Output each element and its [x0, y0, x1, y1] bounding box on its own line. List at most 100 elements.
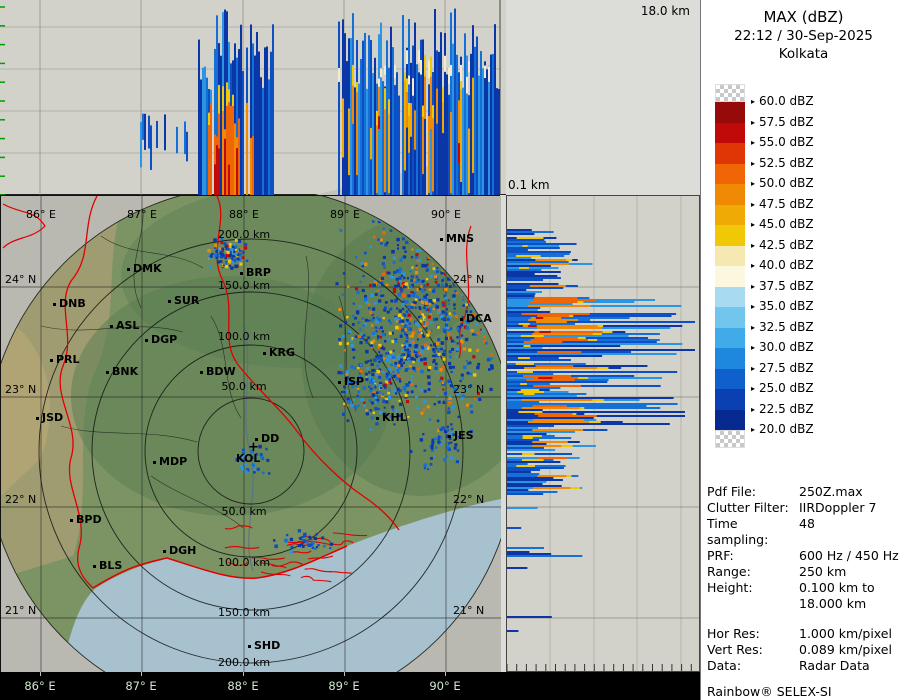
lon-axis-tick — [141, 672, 142, 676]
meta-label: Vert Res: — [707, 642, 763, 657]
meta-value: 1.000 km/pixel — [799, 626, 892, 641]
legend-label: ▸ 35.0 dBZ — [751, 299, 814, 314]
meta-value: 600 Hz / 450 Hz — [799, 548, 899, 563]
meta-row: Time sampling: 48 — [707, 516, 905, 548]
legend-label: ▸ 52.5 dBZ — [751, 156, 814, 171]
legend-arrow-icon: ▸ — [751, 240, 756, 250]
legend-arrow-icon: ▸ — [751, 261, 756, 270]
legend-arrow-icon: ▸ — [751, 363, 756, 373]
ew-profile-plot — [0, 0, 501, 195]
legend-label: ▸ 20.0 dBZ — [751, 422, 814, 437]
legend-arrow-icon: ▸ — [751, 97, 756, 106]
software-name: Rainbow® SELEX-SI — [707, 684, 832, 699]
meta-row: Data: Radar Data — [707, 658, 905, 674]
legend-nodata-swatch — [715, 430, 745, 448]
meta-label: Pdf File: — [707, 484, 756, 499]
legend-arrow-icon: ▸ — [751, 425, 756, 434]
legend-arrow-icon: ▸ — [751, 322, 756, 332]
legend-color-swatch — [715, 368, 745, 389]
ns-profile-plot — [507, 196, 699, 671]
legend-label-text: 30.0 dBZ — [759, 340, 814, 354]
legend-label: ▸ 22.5 dBZ — [751, 402, 814, 417]
meta-value: 0.089 km/pixel — [799, 642, 892, 657]
legend-color-swatch — [715, 184, 745, 205]
legend-label: ▸ 27.5 dBZ — [751, 361, 814, 376]
lon-axis-label: 87° E — [125, 679, 157, 693]
meta-value: 250 km — [799, 564, 847, 579]
legend-label: ▸ 30.0 dBZ — [751, 340, 814, 355]
meta-label: PRF: — [707, 548, 734, 563]
product-datetime: 22:12 / 30-Sep-2025 — [734, 28, 873, 44]
legend-label-text: 22.5 dBZ — [759, 401, 814, 416]
height-axis-corner: 18.0 km 0.1 km — [506, 0, 700, 195]
metadata-block: Pdf File: 250Z.max Clutter Filter: IIRDoppl… — [707, 484, 905, 700]
height-min-label: 0.1 km — [508, 178, 550, 192]
meta-label: Data: — [707, 658, 742, 673]
legend-color-swatch — [715, 286, 745, 307]
legend-color-swatch — [715, 327, 745, 348]
lon-axis-label: 86° E — [24, 679, 56, 693]
lon-axis-label: 88° E — [227, 679, 259, 693]
meta-label: Clutter Filter: — [707, 500, 789, 515]
legend-label-text: 32.5 dBZ — [759, 319, 814, 334]
legend-color-swatch — [715, 225, 745, 246]
radar-station-name: Kolkata — [778, 46, 829, 62]
meta-row: Clutter Filter: IIRDoppler 7 — [707, 500, 905, 516]
meta-row: Hor Res: 1.000 km/pixel — [707, 626, 905, 642]
lon-axis-tick — [243, 672, 244, 676]
meta-label: Hor Res: — [707, 626, 760, 641]
meta-row: Range: 250 km — [707, 564, 905, 580]
product-header: MAX (dBZ) 22:12 / 30-Sep-2025 Kolkata — [701, 8, 906, 63]
meta-row: Height: 0.100 km to 18.000 km — [707, 580, 905, 612]
legend-label: ▸ 40.0 dBZ — [751, 258, 814, 273]
legend-label-text: 37.5 dBZ — [759, 278, 814, 293]
legend-label: ▸ 47.5 dBZ — [751, 197, 814, 212]
meta-label: Range: — [707, 564, 751, 579]
legend-label: ▸ 25.0 dBZ — [751, 381, 814, 396]
legend-color-swatch — [715, 245, 745, 266]
legend-arrow-icon: ▸ — [751, 384, 756, 393]
legend-color-swatch — [715, 409, 745, 430]
meta-row: Pdf File: 250Z.max — [707, 484, 905, 500]
dbz-legend: ▸ 60.0 dBZ ▸ 57.5 dBZ ▸ 55.0 dBZ ▸ 52.5 dBZ ▸ 50.… — [707, 76, 903, 458]
legend-label-text: 40.0 dBZ — [759, 258, 814, 272]
legend-color-swatch — [715, 143, 745, 164]
legend-label-text: 25.0 dBZ — [759, 381, 814, 395]
legend-color-swatch — [715, 266, 745, 287]
meta-value: 250Z.max — [799, 484, 863, 499]
meta-label: Height: — [707, 580, 753, 595]
legend-color-swatch — [715, 122, 745, 143]
legend-label: ▸ 37.5 dBZ — [751, 279, 814, 294]
map-panel: 86° E 87° E 88° E 89° E 90° E 24° N 24° N 23° N… — [0, 195, 501, 673]
legend-color-swatch — [715, 163, 745, 184]
legend-label: ▸ 45.0 dBZ — [751, 217, 814, 232]
legend-arrow-icon: ▸ — [751, 138, 756, 147]
legend-color-swatch — [715, 102, 745, 123]
legend-label-text: 47.5 dBZ — [759, 196, 814, 211]
legend-color-swatch — [715, 348, 745, 369]
lon-axis-label: 89° E — [328, 679, 360, 693]
longitude-axis-bar: 86° E 87° E 88° E 89° E 90° E — [0, 672, 700, 700]
legend-arrow-icon: ▸ — [751, 158, 756, 168]
product-title: MAX (dBZ) — [763, 8, 844, 26]
legend-label-text: 60.0 dBZ — [759, 94, 814, 108]
legend-label: ▸ 42.5 dBZ — [751, 238, 814, 253]
legend-label-text: 52.5 dBZ — [759, 155, 814, 170]
legend-arrow-icon: ▸ — [751, 281, 756, 291]
meta-value: 0.100 km to 18.000 km — [799, 580, 875, 611]
legend-label-text: 42.5 dBZ — [759, 237, 814, 252]
legend-label-text: 45.0 dBZ — [759, 217, 814, 231]
legend-nodata-swatch — [715, 84, 745, 102]
lon-axis-tick — [344, 672, 345, 676]
legend-label: ▸ 32.5 dBZ — [751, 320, 814, 335]
legend-arrow-icon: ▸ — [751, 199, 756, 209]
info-sidebar: MAX (dBZ) 22:12 / 30-Sep-2025 Kolkata ▸ 6… — [700, 0, 906, 700]
height-max-label: 18.0 km — [640, 4, 690, 18]
legend-arrow-icon: ▸ — [751, 404, 756, 414]
lon-axis-tick — [445, 672, 446, 676]
lon-axis-label: 90° E — [429, 679, 461, 693]
legend-label: ▸ 55.0 dBZ — [751, 135, 814, 150]
legend-arrow-icon: ▸ — [751, 302, 756, 311]
ns-profile-panel — [506, 195, 700, 672]
